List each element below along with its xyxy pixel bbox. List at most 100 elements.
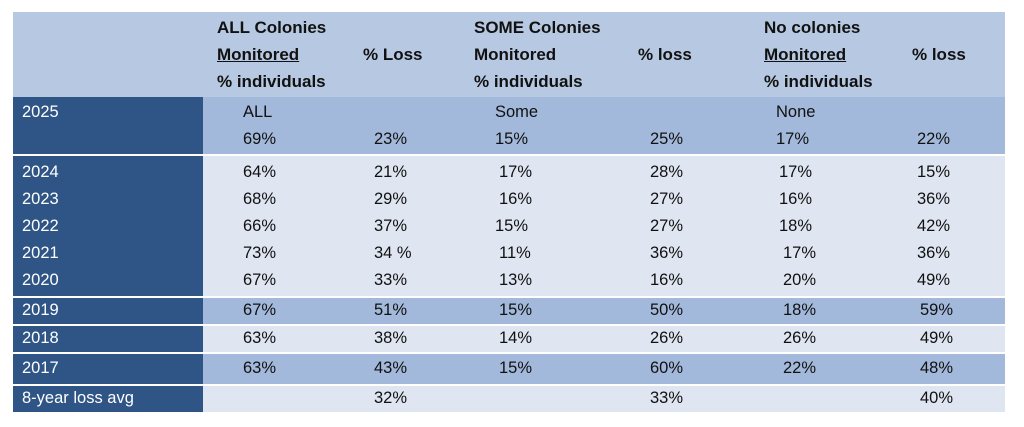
- all-loss-value: 23%: [374, 130, 408, 148]
- none-individuals-value: 17%: [776, 130, 810, 148]
- all-loss-value: 21%: [374, 163, 408, 181]
- some-individuals-value: 17%: [499, 163, 533, 181]
- none-loss-value: 49%: [917, 271, 951, 289]
- none-loss-value: 36%: [917, 190, 951, 208]
- year-label: 2017: [22, 359, 59, 377]
- year-label: 2024: [22, 163, 59, 181]
- none-loss-value: 49%: [920, 329, 954, 347]
- some-loss-value: 27%: [650, 190, 684, 208]
- row-divider: [13, 384, 1005, 386]
- row-divider: [13, 324, 1005, 326]
- all-individuals-value: 69%: [243, 130, 277, 148]
- all-loss-header: % Loss: [363, 45, 423, 64]
- all-loss-value: 33%: [374, 271, 408, 289]
- table-block-2024-2020: [13, 156, 1005, 296]
- some-individuals-value: 15%: [495, 130, 529, 148]
- year-label: 2018: [22, 329, 59, 347]
- none-individuals-value: 18%: [779, 217, 813, 235]
- all-loss-value: 38%: [374, 329, 408, 347]
- some-loss-value: 27%: [650, 217, 684, 235]
- none-individuals-value: 18%: [783, 301, 817, 319]
- none-individuals-value: 22%: [783, 359, 817, 377]
- table-row: 2019 67% 51% 15% 50% 18% 59%: [13, 298, 1005, 324]
- row-divider: [13, 154, 1005, 156]
- some-individuals-label: % individuals: [474, 72, 583, 91]
- year-cell: 2025: [13, 97, 203, 154]
- table-header: ALL Colonies Monitored % individuals % L…: [13, 12, 1005, 97]
- none-loss-value: 59%: [920, 301, 954, 319]
- all-individuals-value: 68%: [243, 190, 277, 208]
- none-loss-value: 36%: [917, 244, 951, 262]
- table-row: 2022 66% 37% 15% 27% 18% 42%: [13, 213, 1005, 240]
- table-row: 2023 68% 29% 16% 27% 16% 36%: [13, 186, 1005, 213]
- all-loss-value: 37%: [374, 217, 408, 235]
- year-column: [13, 156, 203, 296]
- some-loss-value: 16%: [650, 271, 684, 289]
- all-monitored-label: Monitored: [217, 45, 300, 64]
- all-colonies-title: ALL Colonies: [217, 18, 327, 37]
- none-individuals-value: 16%: [779, 190, 813, 208]
- some-loss-value: 26%: [650, 329, 684, 347]
- all-individuals-value: 67%: [243, 301, 277, 319]
- some-individuals-value: 13%: [499, 271, 533, 289]
- some-individuals-value: 15%: [499, 359, 533, 377]
- none-individuals-value: 26%: [783, 329, 817, 347]
- some-colonies-title: SOME Colonies: [474, 18, 601, 37]
- table-row: 2020 67% 33% 13% 16% 20% 49%: [13, 267, 1005, 294]
- group-label-none: None: [776, 103, 816, 121]
- all-loss-value: 43%: [374, 359, 408, 377]
- row-divider: [13, 296, 1005, 298]
- year-label: 2025: [22, 103, 59, 121]
- some-loss-average: 33%: [650, 389, 684, 407]
- all-loss-value: 29%: [374, 190, 408, 208]
- some-individuals-value: 14%: [499, 329, 533, 347]
- average-label: 8-year loss avg: [22, 389, 134, 407]
- some-loss-header: % loss: [638, 45, 692, 64]
- none-loss-value: 42%: [917, 217, 951, 235]
- none-individuals-value: 20%: [783, 271, 817, 289]
- group-label-all: ALL: [243, 103, 273, 121]
- some-individuals-value: 16%: [499, 190, 533, 208]
- none-loss-header: % loss: [912, 45, 966, 64]
- year-cell: 2018: [13, 326, 203, 352]
- year-cell: 2019: [13, 298, 203, 324]
- none-loss-value: 15%: [917, 163, 951, 181]
- all-individuals-value: 63%: [243, 329, 277, 347]
- year-label: 2019: [22, 301, 59, 319]
- some-loss-value: 28%: [650, 163, 684, 181]
- none-individuals-value: 17%: [783, 244, 817, 262]
- year-cell: 8-year loss avg: [13, 386, 203, 412]
- some-loss-value: 50%: [650, 301, 684, 319]
- row-divider: [13, 352, 1005, 354]
- none-monitored-label: Monitored: [764, 45, 847, 64]
- none-loss-average: 40%: [920, 389, 954, 407]
- none-individuals-value: 17%: [779, 163, 813, 181]
- all-individuals-value: 63%: [243, 359, 277, 377]
- all-individuals-value: 67%: [243, 271, 277, 289]
- group-label-some: Some: [495, 103, 539, 121]
- none-loss-value: 48%: [920, 359, 954, 377]
- table-row-average: 8-year loss avg 32% 33% 40%: [13, 386, 1005, 412]
- all-individuals-value: 73%: [243, 244, 277, 262]
- year-label: 2020: [22, 271, 59, 289]
- all-loss-value: 51%: [374, 301, 408, 319]
- year-cell: 2017: [13, 354, 203, 384]
- all-loss-value: 34 %: [374, 244, 412, 262]
- some-loss-value: 60%: [650, 359, 684, 377]
- year-label: 2021: [22, 244, 59, 262]
- table-row-2025: 2025 ALL Some None 69% 23% 15% 25% 17% 2…: [13, 97, 1005, 154]
- table-row: 2017 63% 43% 15% 60% 22% 48%: [13, 354, 1005, 384]
- table-row: 2021 73% 34 % 11% 36% 17% 36%: [13, 240, 1005, 267]
- some-individuals-value: 15%: [499, 301, 533, 319]
- table-row: 2024 64% 21% 17% 28% 17% 15%: [13, 159, 1005, 186]
- year-label: 2022: [22, 217, 59, 235]
- some-monitored-label: Monitored: [474, 45, 557, 64]
- no-colonies-title: No colonies: [764, 18, 861, 37]
- all-individuals-label: % individuals: [217, 72, 326, 91]
- some-loss-value: 36%: [650, 244, 684, 262]
- some-individuals-value: 15%: [495, 217, 529, 235]
- none-loss-value: 22%: [917, 130, 951, 148]
- none-individuals-label: % individuals: [764, 72, 873, 91]
- all-individuals-value: 66%: [243, 217, 277, 235]
- year-label: 2023: [22, 190, 59, 208]
